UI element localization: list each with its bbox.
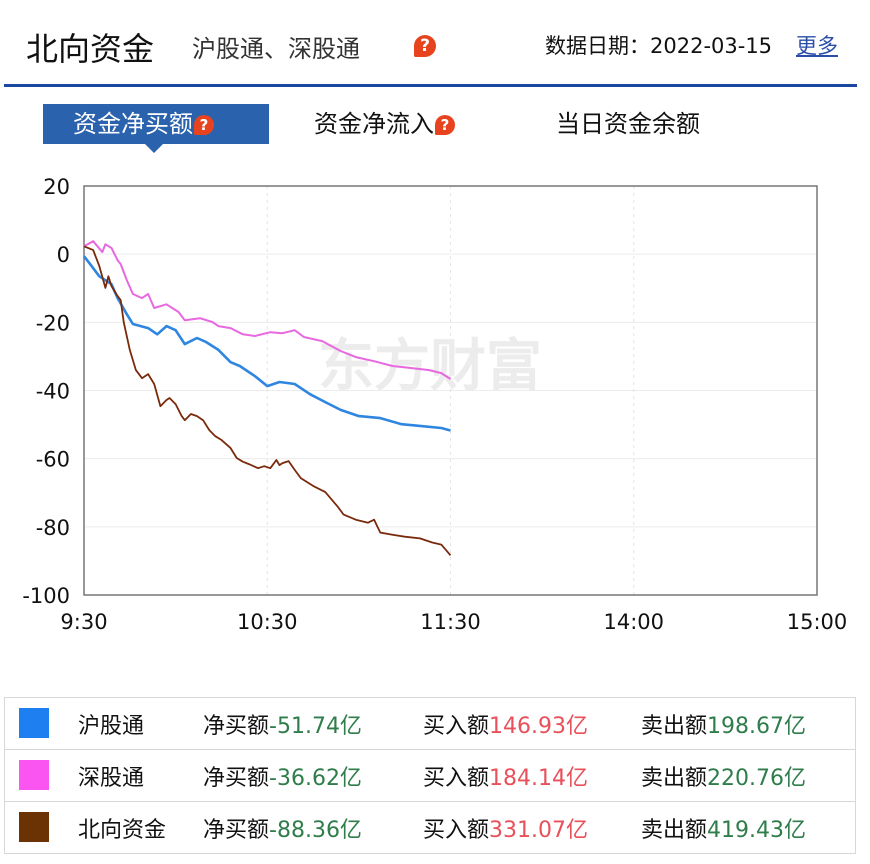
legend-row-north: 北向资金 净买额-88.36亿 买入额331.07亿 卖出额419.43亿 — [5, 802, 855, 853]
data-date: 数据日期：2022-03-15 — [545, 34, 773, 58]
y-tick-label: -100 — [22, 584, 70, 608]
header-divider — [4, 84, 857, 87]
y-tick-label: -20 — [36, 311, 70, 335]
tab-net-inflow[interactable]: 资金净流入? — [314, 104, 455, 144]
y-tick-label: -80 — [36, 516, 70, 540]
series-line — [82, 255, 451, 432]
x-tick-label: 15:00 — [787, 610, 848, 634]
y-tick-label: 0 — [57, 243, 70, 267]
color-swatch — [19, 708, 49, 738]
x-tick-label: 10:30 — [237, 610, 298, 634]
series-name: 北向资金 — [78, 818, 167, 843]
watermark: 东方财富 — [318, 334, 542, 399]
tab-daily-balance[interactable]: 当日资金余额 — [556, 104, 700, 144]
y-tick-label: -40 — [36, 380, 70, 404]
color-swatch — [19, 812, 49, 842]
net-buy-chart: 20 0 -20 -40 -60 -80 -100 9:30 10:30 11:30 14:00 15… — [0, 170, 870, 650]
more-link[interactable]: 更多 — [796, 34, 838, 58]
help-icon[interactable]: ? — [414, 35, 436, 57]
panel-title: 北向资金 — [26, 30, 155, 68]
sell-amount: 卖出额198.67亿 — [641, 714, 806, 739]
sell-amount: 卖出额419.43亿 — [641, 818, 806, 843]
tab-bar: 资金净买额? 资金净流入? 当日资金余额 — [0, 100, 870, 160]
series-line — [83, 240, 452, 380]
series-name: 深股通 — [78, 766, 145, 791]
legend-row-sz: 深股通 净买额-36.62亿 买入额184.14亿 卖出额220.76亿 — [5, 750, 855, 802]
net-buy: 净买额-51.74亿 — [203, 714, 362, 739]
net-buy: 净买额-36.62亿 — [203, 766, 362, 791]
color-swatch — [19, 760, 49, 790]
tab-label: 资金净买额 — [73, 110, 193, 138]
buy-amount: 买入额146.93亿 — [423, 714, 588, 739]
tab-net-buy[interactable]: 资金净买额? — [43, 104, 269, 153]
x-tick-label: 14:00 — [603, 610, 664, 634]
panel-subtitle: 沪股通、深股通 — [192, 35, 360, 63]
sell-amount: 卖出额220.76亿 — [641, 766, 806, 791]
help-icon[interactable]: ? — [435, 115, 455, 135]
panel-header: 北向资金 沪股通、深股通 ? 数据日期：2022-03-15 更多 — [0, 0, 870, 88]
x-tick-label: 9:30 — [60, 610, 107, 634]
y-tick-label: -60 — [36, 448, 70, 472]
net-buy: 净买额-88.36亿 — [203, 818, 362, 843]
x-tick-label: 11:30 — [420, 610, 481, 634]
help-icon[interactable]: ? — [194, 115, 214, 135]
tab-label: 当日资金余额 — [556, 110, 700, 138]
y-tick-label: 20 — [43, 175, 70, 199]
series-line — [83, 245, 452, 556]
buy-amount: 买入额331.07亿 — [423, 818, 588, 843]
series-name: 沪股通 — [78, 714, 145, 739]
legend-row-sh: 沪股通 净买额-51.74亿 买入额146.93亿 卖出额198.67亿 — [5, 698, 855, 750]
legend-table: 沪股通 净买额-51.74亿 买入额146.93亿 卖出额198.67亿 深股通… — [4, 697, 856, 854]
tab-label: 资金净流入 — [314, 110, 434, 138]
buy-amount: 买入额184.14亿 — [423, 766, 588, 791]
